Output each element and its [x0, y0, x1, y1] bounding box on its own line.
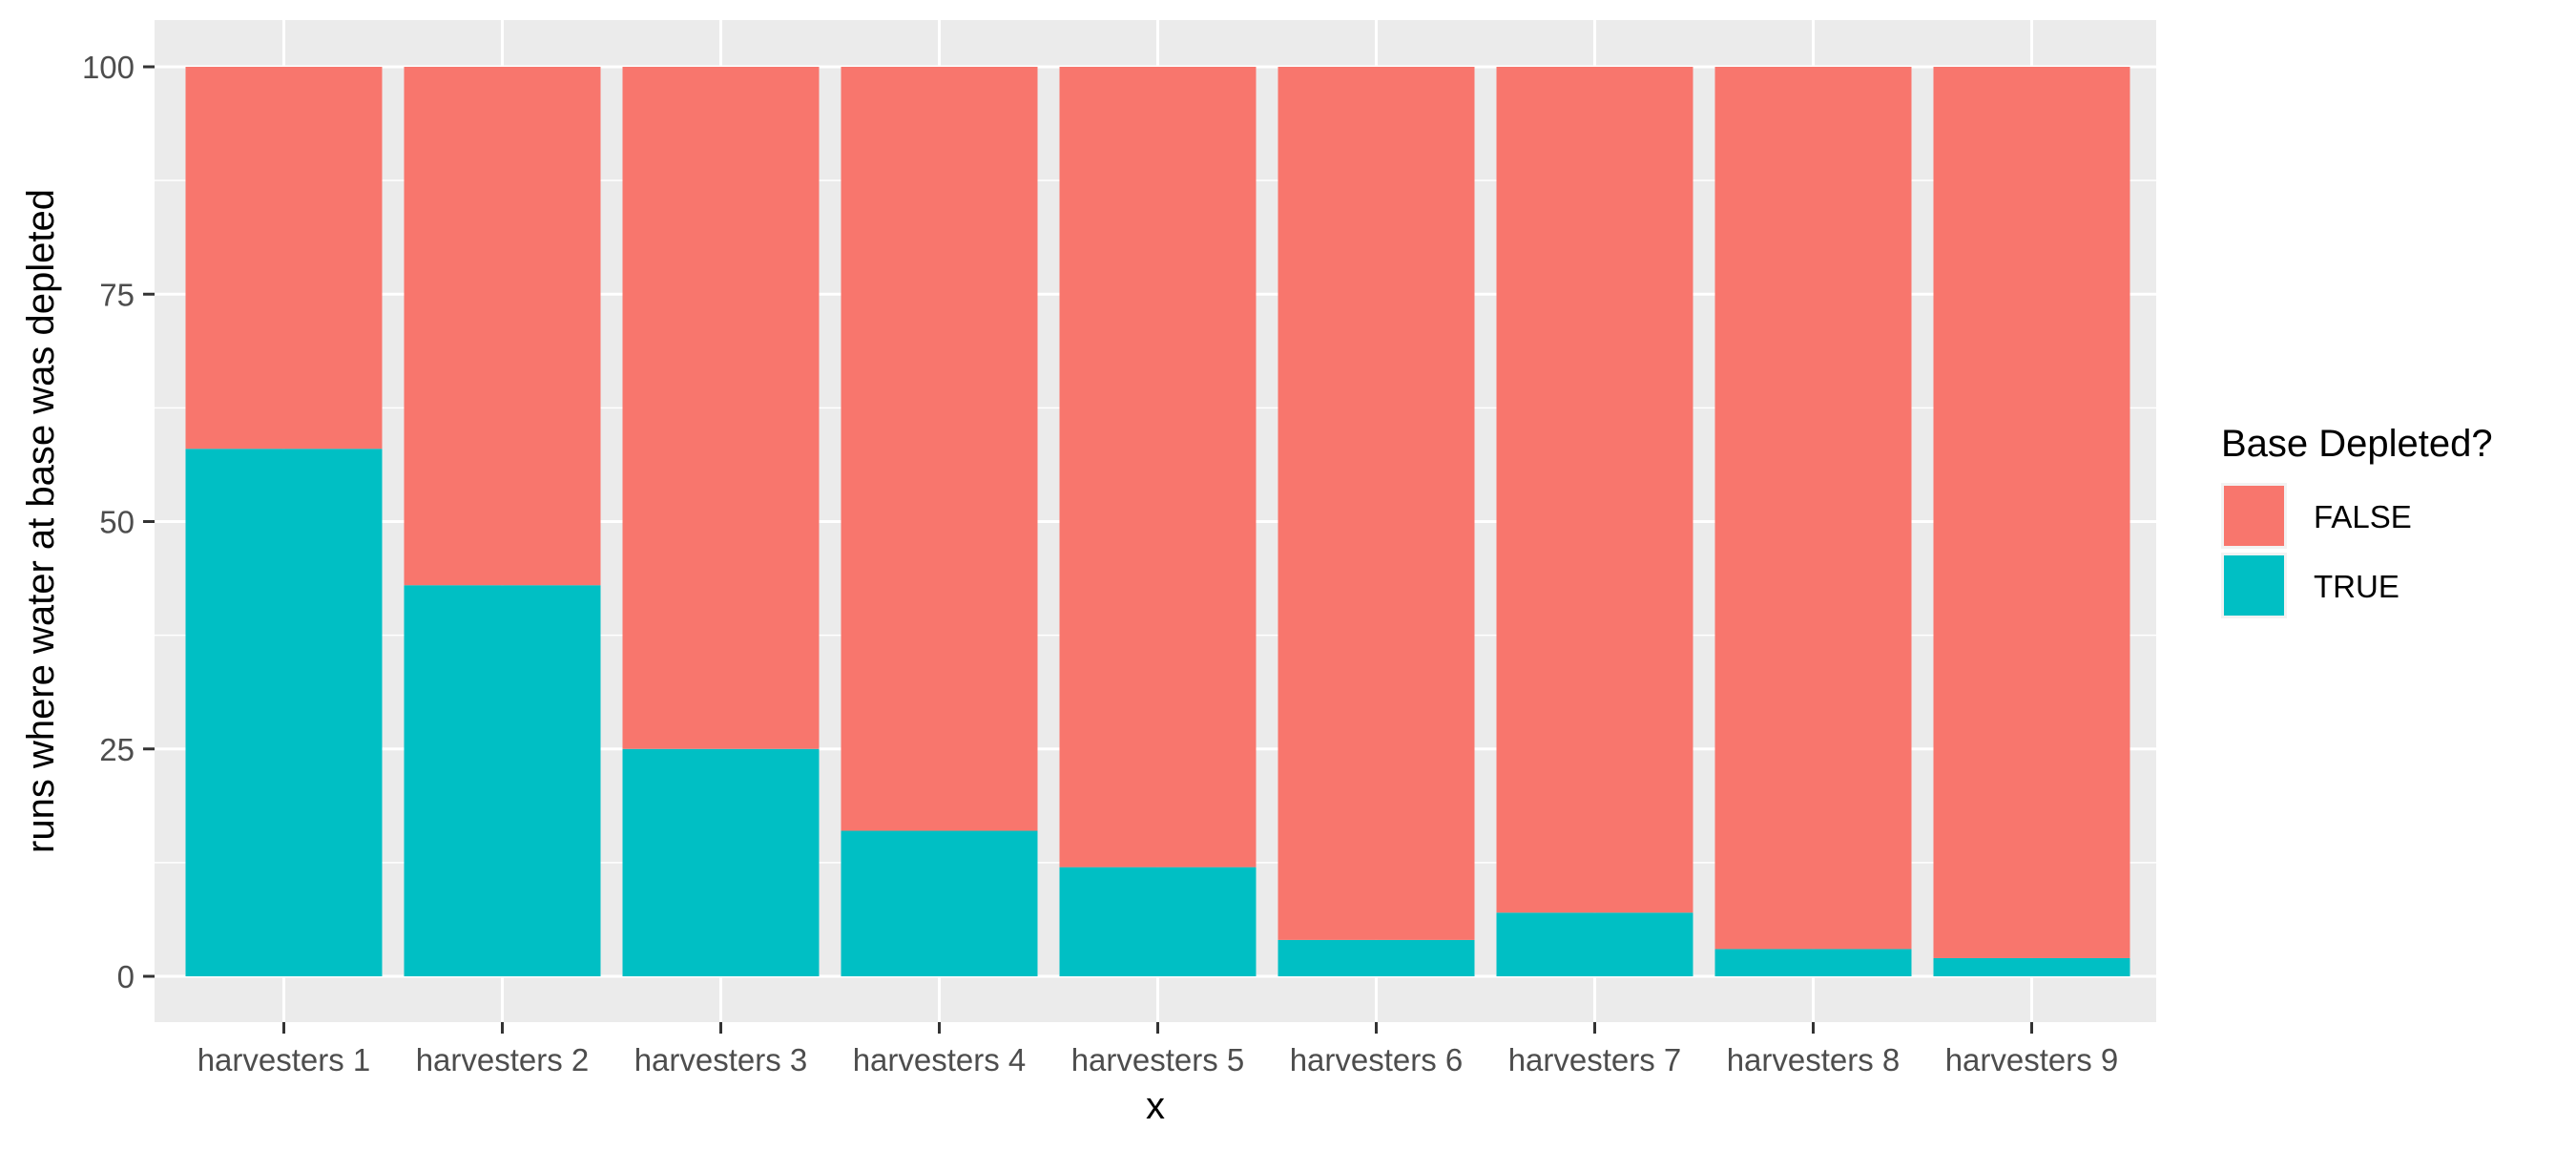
bar-false-2 — [404, 67, 601, 586]
legend-swatch-true — [2224, 555, 2284, 616]
bar-false-4 — [841, 67, 1038, 831]
axes: 0 25 50 75 100 harvesters 1 harvesters 2 harves… — [82, 50, 2118, 1077]
bar-false-3 — [622, 67, 820, 749]
bar-false-6 — [1278, 67, 1475, 940]
x-tick-label: harvesters 7 — [1508, 1042, 1682, 1077]
y-tick-label: 25 — [99, 732, 135, 767]
bar-false-5 — [1059, 67, 1257, 868]
x-tick-label: harvesters 1 — [197, 1042, 371, 1077]
y-tick-label: 75 — [99, 277, 135, 312]
bar-false-1 — [185, 67, 383, 450]
x-tick-label: harvesters 3 — [634, 1042, 808, 1077]
bar-true-5 — [1059, 867, 1257, 976]
bar-true-6 — [1278, 939, 1475, 976]
bar-false-9 — [1933, 67, 2130, 958]
bar-true-1 — [185, 449, 383, 976]
x-tick-label: harvesters 8 — [1727, 1042, 1901, 1077]
x-tick-label: harvesters 5 — [1071, 1042, 1245, 1077]
bar-true-9 — [1933, 957, 2130, 976]
legend: Base Depleted? FALSE TRUE — [2221, 423, 2493, 618]
bar-false-8 — [1714, 67, 1912, 950]
x-tick-label: harvesters 2 — [416, 1042, 590, 1077]
legend-swatch-false — [2224, 486, 2284, 546]
y-tick-label: 50 — [99, 505, 135, 540]
bar-false-7 — [1496, 67, 1693, 913]
legend-label-false: FALSE — [2314, 499, 2412, 534]
y-tick-label: 0 — [117, 959, 135, 994]
x-tick-label: harvesters 6 — [1290, 1042, 1464, 1077]
bar-true-2 — [404, 585, 601, 976]
x-axis-title: x — [1146, 1085, 1165, 1127]
x-tick-label: harvesters 9 — [1945, 1042, 2119, 1077]
bar-true-7 — [1496, 912, 1693, 976]
y-axis-title: runs where water at base was depleted — [20, 189, 62, 853]
y-tick-label: 100 — [82, 50, 135, 85]
bars — [185, 67, 2130, 976]
bar-true-8 — [1714, 949, 1912, 976]
legend-title: Base Depleted? — [2221, 423, 2493, 465]
bar-true-4 — [841, 830, 1038, 976]
legend-label-true: TRUE — [2314, 569, 2399, 604]
x-tick-label: harvesters 4 — [853, 1042, 1027, 1077]
bar-true-3 — [622, 748, 820, 976]
